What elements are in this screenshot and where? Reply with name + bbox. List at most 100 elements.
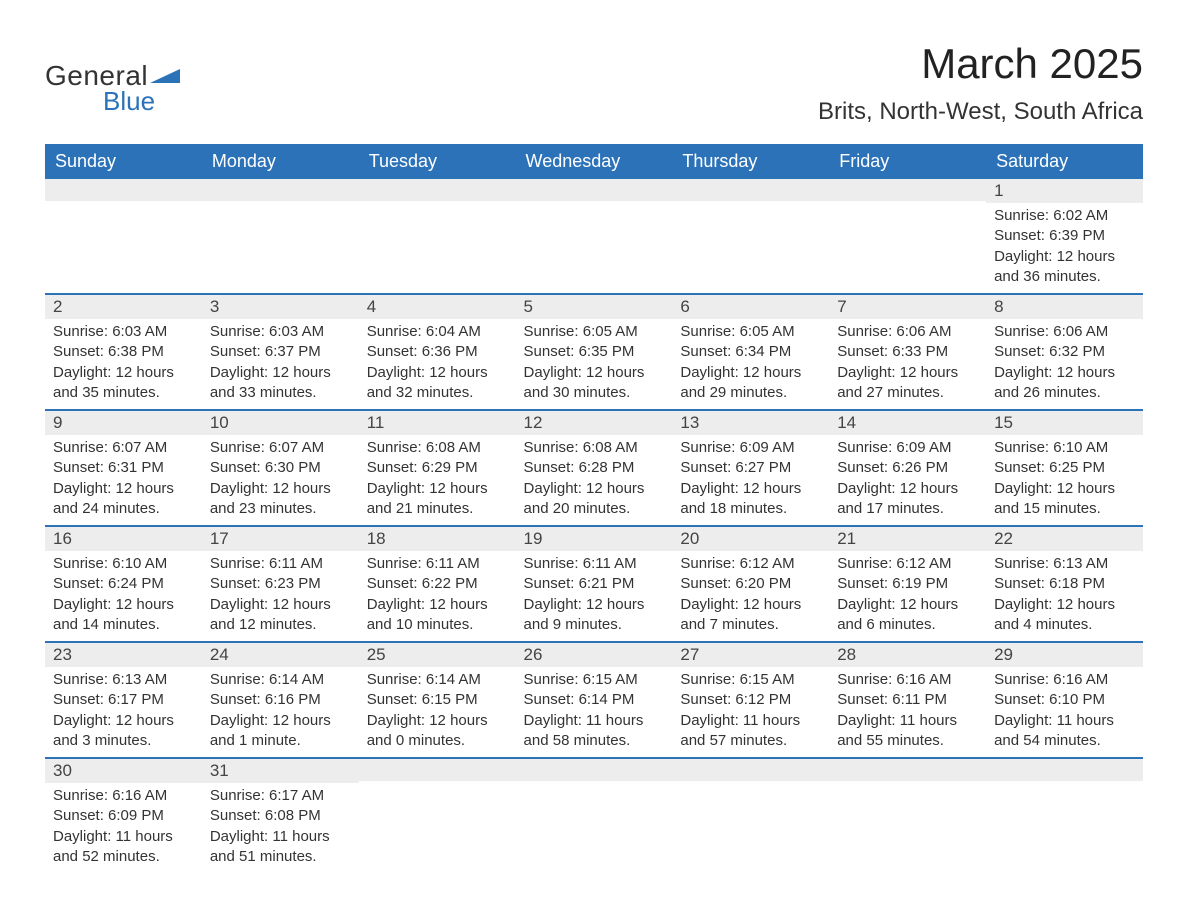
daylight1-text: Daylight: 11 hours bbox=[524, 711, 665, 731]
daylight2-text: and 57 minutes. bbox=[680, 731, 821, 751]
daylight1-text: Daylight: 12 hours bbox=[53, 595, 194, 615]
day-number bbox=[202, 179, 359, 201]
day-number bbox=[986, 759, 1143, 781]
day-number bbox=[829, 759, 986, 781]
daylight1-text: Daylight: 12 hours bbox=[367, 479, 508, 499]
calendar-cell: 9Sunrise: 6:07 AMSunset: 6:31 PMDaylight… bbox=[45, 410, 202, 526]
day-number: 22 bbox=[986, 527, 1143, 551]
day-body: Sunrise: 6:10 AMSunset: 6:25 PMDaylight:… bbox=[986, 435, 1143, 525]
calendar-cell-empty bbox=[516, 179, 673, 294]
calendar-cell: 23Sunrise: 6:13 AMSunset: 6:17 PMDayligh… bbox=[45, 642, 202, 758]
calendar-cell-empty bbox=[202, 179, 359, 294]
daylight1-text: Daylight: 12 hours bbox=[994, 247, 1135, 267]
day-body: Sunrise: 6:17 AMSunset: 6:08 PMDaylight:… bbox=[202, 783, 359, 873]
daylight1-text: Daylight: 12 hours bbox=[53, 479, 194, 499]
daylight1-text: Daylight: 12 hours bbox=[680, 479, 821, 499]
day-number: 23 bbox=[45, 643, 202, 667]
calendar-cell: 1Sunrise: 6:02 AMSunset: 6:39 PMDaylight… bbox=[986, 179, 1143, 294]
weekday-header: Friday bbox=[829, 144, 986, 179]
sunrise-text: Sunrise: 6:16 AM bbox=[837, 670, 978, 690]
daylight1-text: Daylight: 12 hours bbox=[53, 363, 194, 383]
day-body bbox=[672, 781, 829, 861]
day-body: Sunrise: 6:02 AMSunset: 6:39 PMDaylight:… bbox=[986, 203, 1143, 293]
daylight2-text: and 30 minutes. bbox=[524, 383, 665, 403]
calendar-cell-empty bbox=[986, 758, 1143, 873]
day-body bbox=[829, 201, 986, 281]
daylight2-text: and 54 minutes. bbox=[994, 731, 1135, 751]
day-number: 30 bbox=[45, 759, 202, 783]
day-number: 18 bbox=[359, 527, 516, 551]
day-body bbox=[672, 201, 829, 281]
sunrise-text: Sunrise: 6:04 AM bbox=[367, 322, 508, 342]
sunset-text: Sunset: 6:31 PM bbox=[53, 458, 194, 478]
sunset-text: Sunset: 6:08 PM bbox=[210, 806, 351, 826]
day-number: 21 bbox=[829, 527, 986, 551]
day-number: 13 bbox=[672, 411, 829, 435]
daylight2-text: and 52 minutes. bbox=[53, 847, 194, 867]
sunset-text: Sunset: 6:16 PM bbox=[210, 690, 351, 710]
sunrise-text: Sunrise: 6:02 AM bbox=[994, 206, 1135, 226]
day-body bbox=[516, 201, 673, 281]
sunrise-text: Sunrise: 6:05 AM bbox=[524, 322, 665, 342]
daylight2-text: and 32 minutes. bbox=[367, 383, 508, 403]
calendar-cell: 28Sunrise: 6:16 AMSunset: 6:11 PMDayligh… bbox=[829, 642, 986, 758]
day-body bbox=[202, 201, 359, 281]
week-row: 9Sunrise: 6:07 AMSunset: 6:31 PMDaylight… bbox=[45, 410, 1143, 526]
month-title: March 2025 bbox=[818, 40, 1143, 88]
sunrise-text: Sunrise: 6:03 AM bbox=[53, 322, 194, 342]
day-body: Sunrise: 6:12 AMSunset: 6:19 PMDaylight:… bbox=[829, 551, 986, 641]
daylight2-text: and 35 minutes. bbox=[53, 383, 194, 403]
day-number: 3 bbox=[202, 295, 359, 319]
daylight1-text: Daylight: 12 hours bbox=[994, 479, 1135, 499]
day-body: Sunrise: 6:12 AMSunset: 6:20 PMDaylight:… bbox=[672, 551, 829, 641]
sunset-text: Sunset: 6:09 PM bbox=[53, 806, 194, 826]
daylight2-text: and 23 minutes. bbox=[210, 499, 351, 519]
day-body: Sunrise: 6:09 AMSunset: 6:27 PMDaylight:… bbox=[672, 435, 829, 525]
daylight2-text: and 20 minutes. bbox=[524, 499, 665, 519]
daylight2-text: and 17 minutes. bbox=[837, 499, 978, 519]
daylight1-text: Daylight: 11 hours bbox=[837, 711, 978, 731]
daylight2-text: and 33 minutes. bbox=[210, 383, 351, 403]
day-body: Sunrise: 6:14 AMSunset: 6:15 PMDaylight:… bbox=[359, 667, 516, 757]
sunrise-text: Sunrise: 6:15 AM bbox=[680, 670, 821, 690]
sunrise-text: Sunrise: 6:16 AM bbox=[994, 670, 1135, 690]
daylight1-text: Daylight: 12 hours bbox=[210, 711, 351, 731]
day-number: 19 bbox=[516, 527, 673, 551]
calendar-cell-empty bbox=[829, 179, 986, 294]
daylight1-text: Daylight: 12 hours bbox=[994, 595, 1135, 615]
sunset-text: Sunset: 6:12 PM bbox=[680, 690, 821, 710]
sunrise-text: Sunrise: 6:06 AM bbox=[994, 322, 1135, 342]
daylight1-text: Daylight: 12 hours bbox=[680, 363, 821, 383]
daylight2-text: and 26 minutes. bbox=[994, 383, 1135, 403]
day-body: Sunrise: 6:14 AMSunset: 6:16 PMDaylight:… bbox=[202, 667, 359, 757]
day-body: Sunrise: 6:07 AMSunset: 6:31 PMDaylight:… bbox=[45, 435, 202, 525]
daylight1-text: Daylight: 12 hours bbox=[524, 595, 665, 615]
calendar-cell: 4Sunrise: 6:04 AMSunset: 6:36 PMDaylight… bbox=[359, 294, 516, 410]
calendar-cell: 24Sunrise: 6:14 AMSunset: 6:16 PMDayligh… bbox=[202, 642, 359, 758]
sunrise-text: Sunrise: 6:15 AM bbox=[524, 670, 665, 690]
daylight2-text: and 24 minutes. bbox=[53, 499, 194, 519]
logo: General Blue bbox=[45, 40, 180, 117]
day-number: 5 bbox=[516, 295, 673, 319]
location: Brits, North-West, South Africa bbox=[818, 98, 1143, 126]
day-number: 10 bbox=[202, 411, 359, 435]
daylight2-text: and 4 minutes. bbox=[994, 615, 1135, 635]
day-body: Sunrise: 6:11 AMSunset: 6:22 PMDaylight:… bbox=[359, 551, 516, 641]
day-body: Sunrise: 6:06 AMSunset: 6:33 PMDaylight:… bbox=[829, 319, 986, 409]
sunrise-text: Sunrise: 6:06 AM bbox=[837, 322, 978, 342]
calendar-cell: 3Sunrise: 6:03 AMSunset: 6:37 PMDaylight… bbox=[202, 294, 359, 410]
sunrise-text: Sunrise: 6:14 AM bbox=[367, 670, 508, 690]
sunset-text: Sunset: 6:39 PM bbox=[994, 226, 1135, 246]
sunrise-text: Sunrise: 6:13 AM bbox=[53, 670, 194, 690]
calendar-cell-empty bbox=[516, 758, 673, 873]
calendar-cell: 21Sunrise: 6:12 AMSunset: 6:19 PMDayligh… bbox=[829, 526, 986, 642]
sunrise-text: Sunrise: 6:14 AM bbox=[210, 670, 351, 690]
calendar-cell-empty bbox=[45, 179, 202, 294]
calendar-cell: 26Sunrise: 6:15 AMSunset: 6:14 PMDayligh… bbox=[516, 642, 673, 758]
day-body: Sunrise: 6:08 AMSunset: 6:28 PMDaylight:… bbox=[516, 435, 673, 525]
daylight2-text: and 0 minutes. bbox=[367, 731, 508, 751]
daylight2-text: and 51 minutes. bbox=[210, 847, 351, 867]
sunrise-text: Sunrise: 6:10 AM bbox=[994, 438, 1135, 458]
sunrise-text: Sunrise: 6:12 AM bbox=[680, 554, 821, 574]
sunset-text: Sunset: 6:34 PM bbox=[680, 342, 821, 362]
